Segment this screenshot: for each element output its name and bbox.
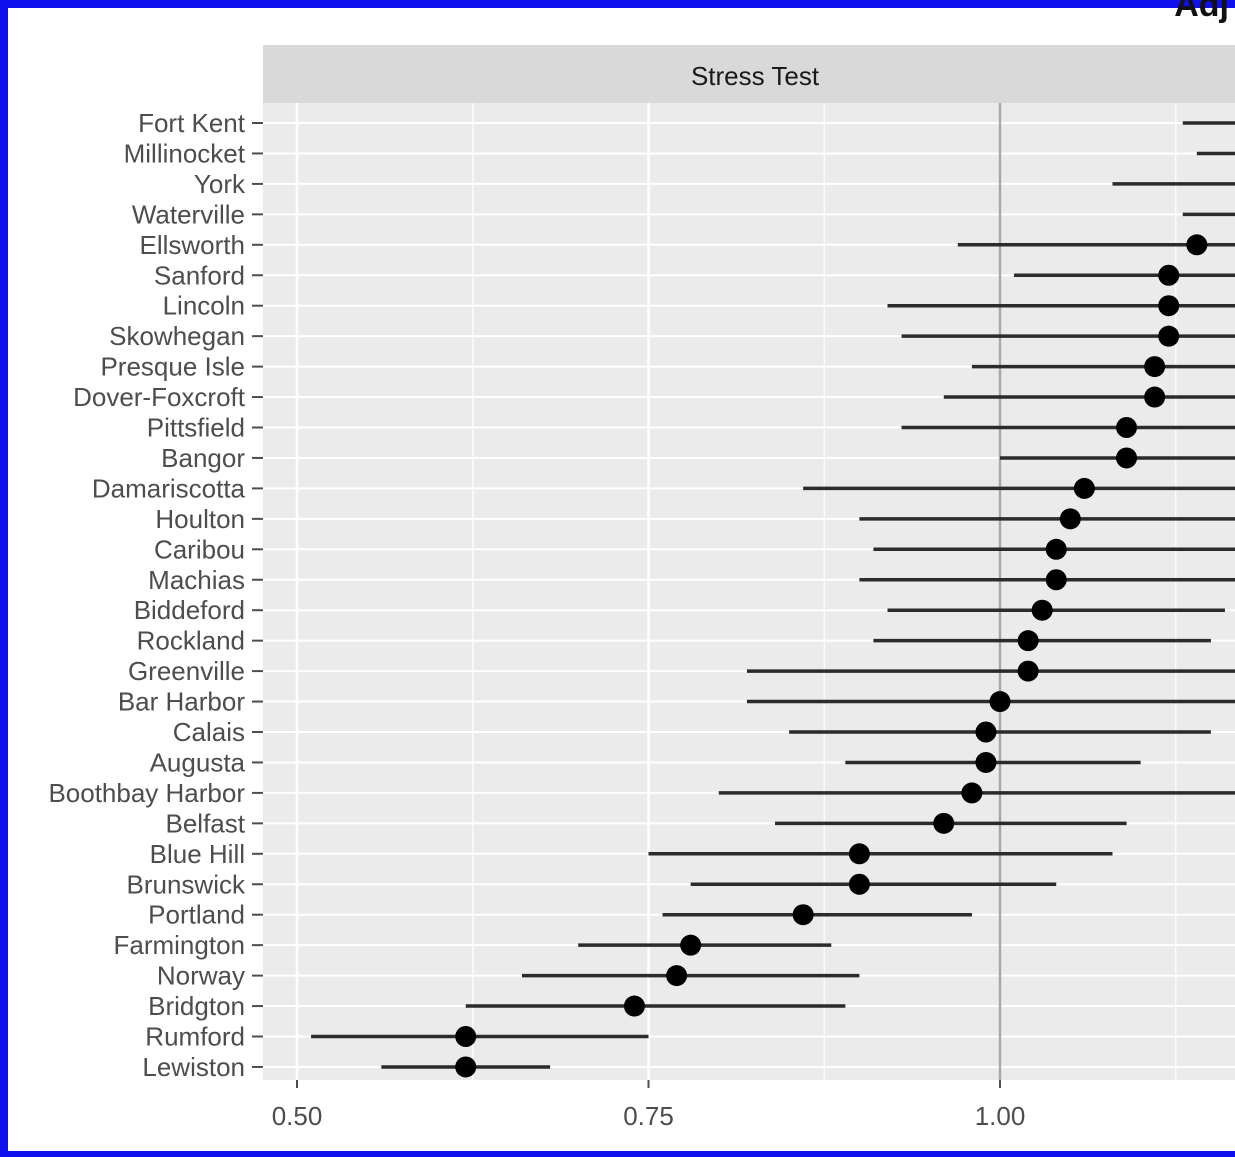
category-label: Belfast [166,808,246,838]
category-label: Fort Kent [138,108,246,138]
estimate-point [1116,447,1138,469]
category-label: Lewiston [142,1052,245,1082]
estimate-point [1158,325,1180,347]
category-label: Portland [148,900,245,930]
category-label: Biddeford [134,595,245,625]
x-axis-labels: 0.500.751.001.251.501.75 [272,1080,1026,1131]
estimate-point [666,965,688,987]
estimate-point [1158,264,1180,286]
estimate-point [848,873,870,895]
panel-background [263,103,1235,1080]
x-tick-label: 0.50 [272,1101,323,1131]
category-label: Millinocket [124,138,246,168]
category-label: Skowhegan [109,321,245,351]
category-label: Bangor [161,443,245,473]
category-label: Bar Harbor [118,687,245,717]
interval-bars [311,121,1235,1069]
estimate-point [792,904,814,926]
facet-strip-label: Stress Test [691,61,820,91]
category-label: Damariscotta [92,473,246,503]
estimate-point [1144,386,1166,408]
facet-strip [263,45,1235,103]
estimate-point [933,812,955,834]
category-label: Rockland [137,626,245,656]
estimate-point [1017,660,1039,682]
estimate-point [989,691,1011,713]
estimate-point [1116,417,1138,438]
estimate-point [680,934,702,956]
x-tick-label: 0.75 [623,1101,674,1131]
category-label: Augusta [150,747,246,777]
category-label: Ellsworth [140,230,245,260]
estimate-point [1059,508,1081,530]
category-label: Caribou [154,534,245,564]
y-axis-labels: Fort KentMillinocketYorkWatervilleEllswo… [48,108,263,1082]
category-label: Sanford [154,260,245,290]
category-label: Machias [148,565,245,595]
cut-off-title-fragment: Adj [1174,0,1229,24]
estimate-point [975,721,997,743]
category-label: Calais [173,717,245,747]
estimate-point [961,782,983,804]
estimate-point [455,1056,477,1078]
category-label: Norway [157,961,245,991]
category-label: Presque Isle [100,352,245,382]
category-label: York [194,169,246,199]
estimate-point [1073,477,1095,499]
estimate-point [848,843,870,865]
estimate-point [975,751,997,773]
x-tick-label: 1.00 [975,1101,1026,1131]
estimate-point [623,995,645,1017]
category-label: Dover-Foxcroft [73,382,246,412]
category-label: Boothbay Harbor [48,778,245,808]
category-label: Pittsfield [147,413,245,443]
category-label: Waterville [132,199,245,229]
estimate-point [1186,234,1208,256]
category-label: Greenville [128,656,245,686]
category-label: Brunswick [127,869,246,899]
estimate-point [455,1026,477,1047]
estimate-point [1017,630,1039,652]
estimate-point [1144,356,1166,378]
category-label: Bridgton [148,991,245,1021]
category-label: Blue Hill [150,839,245,869]
category-label: Rumford [145,1022,245,1052]
estimate-point [1045,569,1067,591]
category-label: Farmington [114,930,246,960]
category-label: Lincoln [163,291,245,321]
category-label: Houlton [155,504,245,534]
estimate-point [1045,538,1067,560]
estimate-point [1158,295,1180,317]
estimate-points [455,234,1208,1078]
estimate-point [1031,599,1053,621]
